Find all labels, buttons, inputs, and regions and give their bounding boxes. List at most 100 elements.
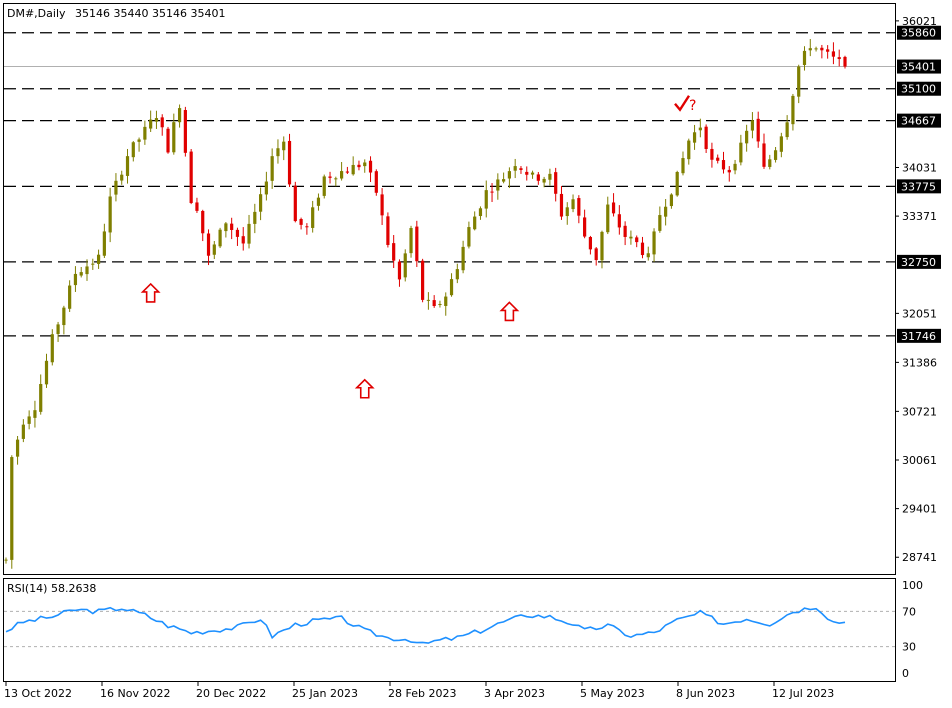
candle-body-36 (212, 244, 216, 255)
candle-body-8 (50, 334, 54, 363)
candle-body-42 (247, 223, 251, 244)
candle-body-95 (554, 172, 558, 194)
candle-body-143 (831, 51, 836, 57)
candle-body-73 (426, 299, 430, 301)
candle-body-110 (640, 242, 645, 256)
rsi-level-label-2: 30 (902, 641, 916, 654)
candle-body-101 (588, 237, 593, 250)
candle-body-92 (536, 174, 540, 181)
candle-body-35 (206, 233, 211, 256)
x-tick-label-6: 5 May 2023 (580, 687, 645, 700)
candle-body-81 (473, 216, 477, 230)
level-tag-3: 33775 (901, 180, 936, 193)
candle-body-130 (756, 118, 760, 142)
main-panel-frame (3, 3, 896, 575)
candle-body-22 (131, 142, 135, 158)
candle-body-32 (189, 151, 193, 203)
candle-body-114 (664, 206, 668, 217)
y-tick-label-8: 28741 (902, 551, 937, 564)
candle-body-10 (62, 307, 66, 326)
candle-body-88 (513, 166, 517, 171)
rsi-level-label-1: 70 (902, 605, 916, 618)
y-tick-label-4: 31386 (902, 356, 937, 369)
candle-body-34 (201, 210, 205, 234)
candle-body-144 (837, 57, 841, 60)
candle-body-97 (565, 207, 569, 217)
candle-body-17 (102, 231, 106, 256)
candle-body-108 (629, 236, 633, 239)
candle-body-3 (21, 424, 25, 439)
candle-body-65 (380, 194, 384, 216)
candle-body-30 (177, 108, 182, 123)
candle-body-39 (230, 223, 234, 230)
y-tick-label-1: 34031 (902, 161, 937, 174)
rsi-line (5, 606, 846, 644)
symbol-label: DM#,Daily (7, 7, 66, 20)
x-tick-label-5: 3 Apr 2023 (484, 687, 545, 700)
candle-body-111 (646, 253, 650, 258)
candle-body-120 (698, 127, 702, 131)
candle-body-89 (519, 168, 523, 170)
candle-body-128 (745, 130, 749, 144)
candle-body-132 (768, 159, 772, 167)
candle-body-29 (172, 122, 176, 153)
candle-body-53 (311, 207, 315, 228)
current-price-tag-bg (897, 59, 941, 74)
candle-body-54 (316, 197, 321, 206)
candle-body-55 (322, 176, 326, 196)
candle-body-66 (386, 216, 390, 245)
candle-body-57 (334, 178, 338, 180)
candle-body-60 (351, 164, 355, 175)
level-tag-bg-2 (897, 113, 941, 128)
candle-body-75 (438, 303, 442, 305)
level-tag-bg-0 (897, 25, 941, 40)
level-lines (4, 32, 895, 337)
candle-body-129 (750, 120, 755, 131)
candle-body-124 (721, 160, 726, 170)
level-tag-4: 32750 (901, 256, 936, 269)
candle-body-56 (328, 176, 332, 178)
rsi-label: RSI(14) 58.2638 (7, 582, 96, 595)
chart-header: DM#,Daily 35146 35440 35146 35401 (7, 7, 225, 20)
candle-body-41 (241, 236, 245, 244)
candle-body-102 (594, 248, 598, 261)
y-tick-label-0: 36021 (902, 15, 937, 28)
candle-body-11 (68, 285, 72, 309)
candle-body-63 (368, 160, 373, 173)
candle-body-74 (432, 300, 436, 307)
candle-body-87 (507, 171, 511, 179)
candle-body-136 (791, 95, 795, 125)
candle-body-31 (183, 110, 187, 153)
x-tick-label-7: 8 Jun 2023 (676, 687, 735, 700)
candle-body-4 (27, 416, 31, 424)
candle-body-112 (652, 231, 656, 255)
rsi-series: 100 70 30 0 (4, 579, 923, 680)
candle-body-106 (617, 214, 621, 228)
current-price-tag: 35401 (901, 61, 936, 74)
candle-body-59 (345, 171, 349, 173)
y-tick-label-6: 30061 (902, 454, 937, 467)
candle-body-18 (108, 196, 112, 233)
candle-body-133 (773, 150, 778, 160)
candle-body-16 (96, 254, 101, 264)
candle-body-38 (224, 223, 228, 232)
rsi-level-label-0: 100 (902, 579, 923, 592)
candle-body-45 (264, 181, 268, 195)
candle-body-122 (710, 148, 714, 160)
x-tick-label-8: 12 Jul 2023 (772, 687, 834, 700)
candle-body-44 (258, 194, 263, 212)
candle-body-67 (392, 243, 396, 261)
candle-body-116 (675, 171, 679, 196)
level-tag-bg-5 (897, 328, 941, 343)
annotations: ? (140, 95, 696, 399)
rsi-level-label-3: 0 (902, 667, 909, 680)
question-icon: ? (689, 98, 696, 114)
candle-body-47 (276, 148, 280, 157)
level-tag-bg-3 (897, 179, 941, 194)
candles (4, 39, 847, 569)
candle-body-1 (10, 457, 14, 560)
candle-body-71 (415, 226, 419, 262)
up-arrow-icon-0 (140, 282, 161, 303)
candle-body-50 (293, 185, 297, 222)
